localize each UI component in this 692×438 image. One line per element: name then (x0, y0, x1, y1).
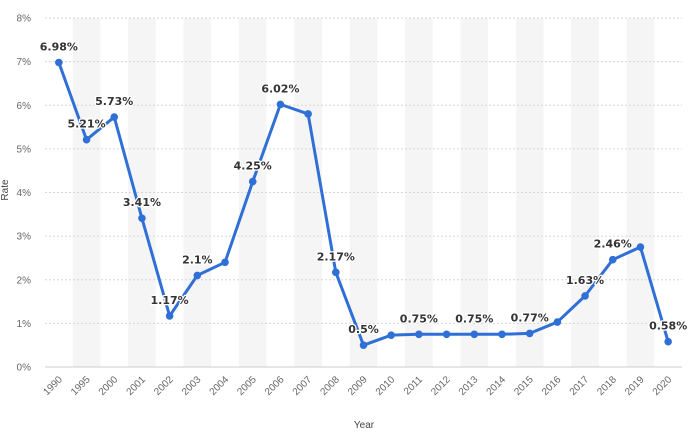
data-label: 3.41% (123, 196, 161, 209)
data-label: 0.77% (511, 311, 549, 324)
data-point (221, 258, 229, 267)
y-tick-label: 4% (17, 188, 32, 199)
data-label: 2.46% (594, 238, 632, 251)
data-point (525, 329, 534, 338)
data-point (470, 330, 479, 339)
x-tick-label: 2017 (568, 374, 592, 398)
data-label: 0.75% (400, 312, 438, 325)
x-tick-label: 2015 (512, 374, 536, 398)
x-tick-label: 2012 (429, 374, 453, 398)
data-point (138, 214, 146, 223)
data-point (498, 330, 506, 339)
data-point (110, 113, 119, 121)
x-tick-label: 2013 (457, 374, 481, 398)
data-label: 6.98% (40, 40, 78, 53)
data-label: 1.17% (151, 294, 189, 307)
y-axis-ticks: 0% 1% 2% 3% 4% 5% 6% 7% 8% (17, 14, 32, 374)
y-tick-label: 8% (17, 14, 32, 25)
data-label: 4.25% (234, 160, 272, 173)
x-tick-label: 2008 (318, 374, 342, 398)
y-tick-label: 1% (17, 319, 32, 330)
x-axis-ticks: 1990 1995 2000 2001 2002 2003 2004 2005 2006 2007… (41, 374, 674, 398)
data-point (165, 312, 174, 320)
data-label: 2.17% (317, 250, 355, 263)
x-tick-label: 2019 (623, 374, 647, 398)
x-tick-label: 2002 (152, 374, 176, 398)
data-point (387, 331, 395, 339)
data-point (193, 271, 202, 280)
y-tick-label: 7% (17, 57, 32, 68)
y-tick-label: 2% (17, 275, 32, 286)
data-point (248, 177, 257, 186)
data-point (553, 318, 562, 326)
gridlines (45, 17, 682, 368)
data-labels: 6.98% 5.21% 5.73% 3.41% 1.17% 2.1% 4.25% 6.02% 2… (39, 39, 689, 337)
x-tick-label: 2006 (263, 374, 287, 398)
data-label: 0.58% (649, 320, 687, 333)
y-tick-label: 3% (17, 232, 32, 243)
y-axis-title: Rate (0, 179, 11, 201)
data-label: 6.02% (261, 82, 299, 95)
data-label: 0.5% (348, 323, 379, 336)
x-tick-label: 1990 (41, 374, 65, 398)
data-label: 5.21% (67, 118, 105, 131)
data-point (415, 330, 423, 339)
data-point (636, 243, 645, 251)
y-tick-label: 0% (17, 363, 32, 374)
x-axis-title: Year (354, 420, 375, 431)
data-point (359, 341, 368, 349)
x-tick-label: 2011 (402, 374, 425, 397)
data-points (55, 58, 672, 349)
x-tick-label: 2007 (291, 374, 315, 398)
x-tick-label: 2016 (540, 374, 564, 398)
data-point (276, 100, 285, 109)
data-point (82, 135, 91, 144)
x-tick-label: 2018 (595, 374, 619, 398)
data-point (581, 292, 589, 300)
data-point (608, 255, 617, 264)
data-point (442, 330, 451, 339)
x-tick-label: 2000 (97, 374, 121, 398)
data-point (332, 268, 340, 277)
x-tick-label: 2001 (125, 374, 149, 398)
x-tick-label: 2020 (651, 374, 675, 398)
y-tick-label: 5% (17, 144, 32, 155)
x-tick-label: 2010 (374, 374, 398, 398)
x-tick-label: 2004 (208, 374, 232, 398)
x-tick-label: 1995 (69, 374, 93, 398)
data-label: 0.75% (455, 312, 493, 325)
data-label: 1.63% (566, 274, 604, 287)
x-tick-label: 2014 (485, 374, 509, 398)
data-label: 5.73% (95, 95, 133, 108)
y-tick-label: 6% (17, 101, 32, 112)
x-tick-label: 2005 (235, 374, 259, 398)
data-label: 2.1% (182, 253, 213, 266)
data-point (55, 58, 63, 67)
data-point (664, 337, 672, 346)
x-tick-label: 2009 (346, 374, 370, 398)
data-point (304, 110, 312, 118)
x-tick-label: 2003 (180, 374, 204, 398)
